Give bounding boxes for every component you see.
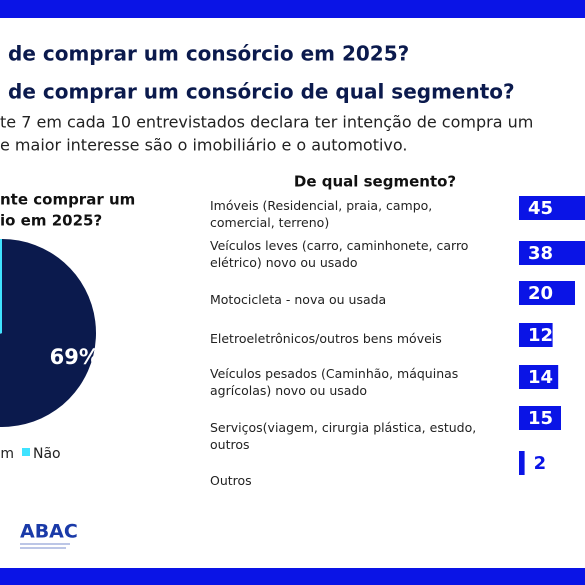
value-label: 14 [528, 367, 553, 388]
body-text: te 7 em cada 10 entrevistados declara te… [0, 113, 533, 132]
logo: ABAC [20, 521, 78, 543]
heading: de comprar um consórcio de qual segmento… [8, 80, 515, 104]
bar [519, 241, 585, 265]
bar [519, 281, 575, 305]
heading: de comprar um consórcio em 2025? [8, 42, 409, 66]
bar [519, 451, 525, 475]
pie-slice [0, 239, 96, 427]
category-label: Serviços(viagem, cirurgia plástica, estu… [210, 420, 477, 452]
legend-label: Não [33, 446, 61, 462]
top-band [0, 0, 585, 18]
bar [519, 365, 559, 389]
category-label: Eletroeletrônicos/outros bens móveis [210, 331, 442, 346]
value-label: 2 [534, 453, 547, 474]
bar [519, 323, 553, 347]
value-label: 20 [528, 283, 553, 304]
bar [519, 196, 585, 220]
category-label: Veículos pesados (Caminhão, máquinas agr… [210, 366, 459, 398]
pie-slice [0, 239, 2, 334]
value-label: 45 [528, 198, 553, 219]
value-label: 15 [528, 408, 553, 429]
bottom-band [0, 568, 585, 585]
slice-label: 69% [50, 345, 100, 369]
pie-title: io em 2025? [0, 212, 102, 230]
category-label: Imóveis (Residencial, praia, campo, come… [210, 198, 433, 230]
bar [519, 406, 561, 430]
category-label: Outros [210, 473, 252, 488]
category-label: Veículos leves (carro, caminhonete, carr… [210, 238, 469, 270]
body-text: e maior interesse são o imobiliário e o … [0, 136, 407, 155]
bar-title: De qual segmento? [294, 173, 456, 191]
pie-title: nte comprar um [0, 191, 135, 209]
value-label: 12 [528, 325, 553, 346]
legend-label: Sim [0, 446, 14, 462]
value-label: 38 [528, 243, 553, 264]
category-label: Motocicleta - nova ou usada [210, 292, 387, 307]
legend-swatch [22, 448, 30, 456]
